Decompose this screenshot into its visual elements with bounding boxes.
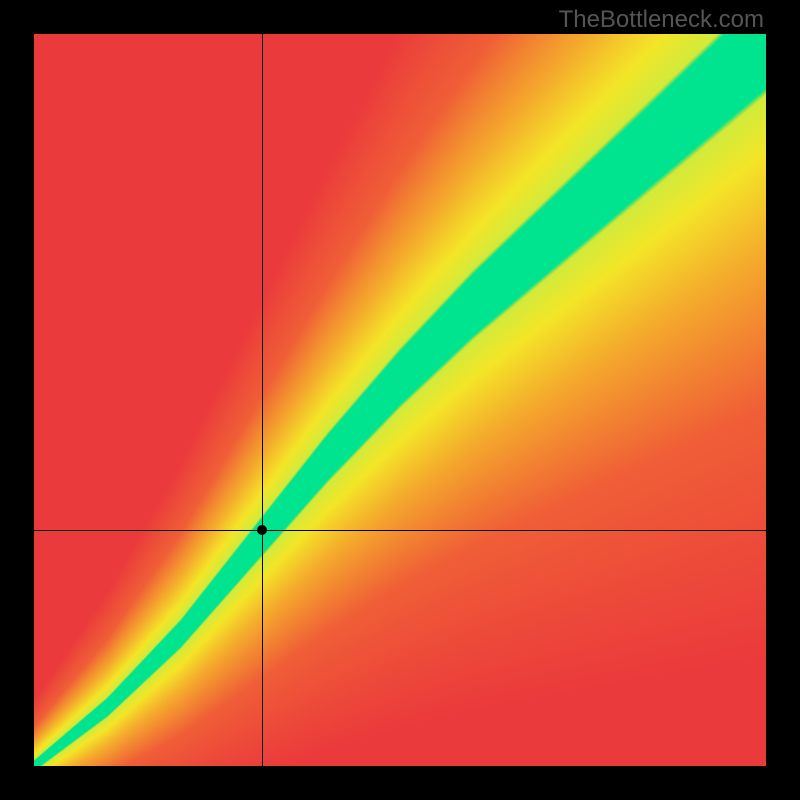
crosshair-horizontal [34,530,766,531]
bottleneck-heatmap [34,34,766,766]
crosshair-vertical [262,34,263,766]
chart-container: TheBottleneck.com [0,0,800,800]
watermark-text: TheBottleneck.com [559,6,764,34]
